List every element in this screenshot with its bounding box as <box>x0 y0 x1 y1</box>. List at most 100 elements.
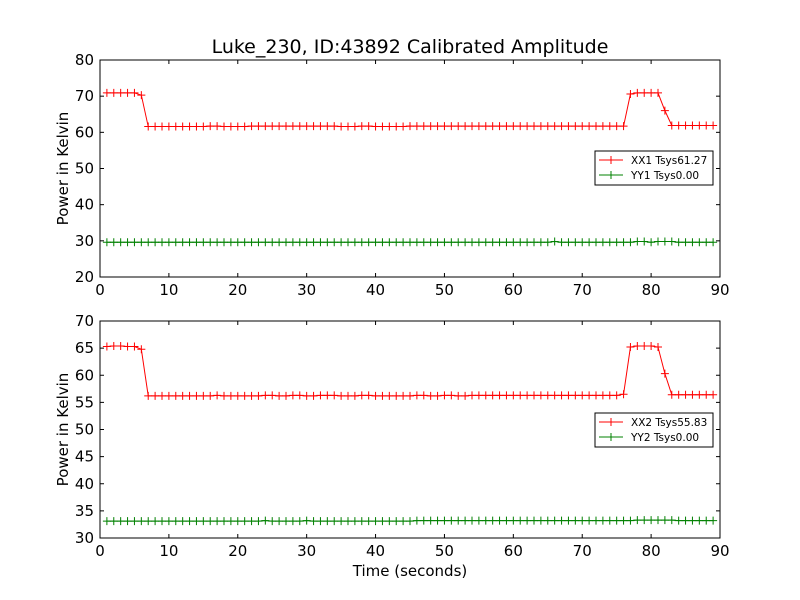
data-point <box>474 391 483 400</box>
data-point <box>695 390 704 399</box>
data-point <box>254 391 263 400</box>
data-point <box>233 517 242 526</box>
legend-swatch-marker <box>607 156 615 164</box>
data-point <box>626 238 635 247</box>
data-point <box>633 237 642 246</box>
data-point <box>488 391 497 400</box>
data-point <box>178 391 187 400</box>
data-point <box>247 391 256 400</box>
data-point <box>447 391 456 400</box>
data-point <box>481 391 490 400</box>
data-point <box>385 391 394 400</box>
data-point <box>660 516 669 525</box>
data-point <box>323 391 332 400</box>
data-point <box>426 391 435 400</box>
data-point <box>406 517 414 526</box>
data-point <box>123 517 132 526</box>
data-point <box>688 390 697 399</box>
data-point <box>454 122 463 131</box>
data-point <box>330 517 339 526</box>
data-point <box>385 238 394 247</box>
data-point <box>316 238 325 247</box>
data-point <box>564 238 573 247</box>
data-point <box>709 238 718 247</box>
data-point <box>640 88 649 97</box>
data-point <box>350 122 359 131</box>
data-point <box>447 122 456 131</box>
data-point <box>206 391 215 400</box>
y-axis-label: Power in Kelvin <box>54 373 72 487</box>
data-point <box>254 517 263 526</box>
data-point <box>226 238 235 247</box>
data-point <box>688 238 697 247</box>
data-point <box>530 391 538 400</box>
legend-swatch-marker <box>607 433 615 441</box>
data-point <box>516 238 525 247</box>
data-point <box>419 238 428 247</box>
data-point <box>447 238 456 247</box>
data-point <box>412 391 421 400</box>
data-point <box>578 238 587 247</box>
data-point <box>309 238 318 247</box>
data-point <box>681 238 690 247</box>
x-tick-label: 30 <box>297 542 316 560</box>
data-point <box>709 516 718 525</box>
data-point <box>144 391 153 400</box>
data-point <box>592 391 600 400</box>
data-point <box>647 516 656 525</box>
data-point <box>206 122 215 131</box>
data-point <box>268 238 277 247</box>
x-tick-label: 10 <box>159 281 178 299</box>
data-point <box>605 516 614 525</box>
data-point <box>350 238 359 247</box>
data-point <box>350 391 359 400</box>
data-point <box>399 517 408 526</box>
data-point <box>316 122 325 131</box>
data-point <box>275 122 284 131</box>
data-point <box>385 517 394 526</box>
series-1-2 <box>102 237 718 247</box>
data-point <box>268 122 277 131</box>
data-point <box>598 238 607 247</box>
data-point <box>130 517 139 526</box>
y-tick-label: 60 <box>75 366 94 384</box>
data-point <box>592 516 600 525</box>
data-point <box>309 122 318 131</box>
data-point <box>674 390 683 399</box>
data-point <box>399 122 408 131</box>
x-tick-label: 60 <box>504 281 523 299</box>
data-point <box>440 391 449 400</box>
data-point <box>123 342 132 351</box>
data-point <box>130 342 139 351</box>
data-point <box>275 238 284 247</box>
data-point <box>302 391 311 400</box>
data-point <box>282 122 290 131</box>
data-point <box>178 238 187 247</box>
data-point <box>330 391 339 400</box>
data-point <box>316 391 325 400</box>
data-point <box>481 238 490 247</box>
data-point <box>605 122 614 131</box>
data-point <box>695 516 704 525</box>
data-point <box>633 88 642 97</box>
data-point <box>626 89 635 98</box>
data-point <box>261 391 270 400</box>
data-point <box>550 237 559 246</box>
y-tick-label: 30 <box>75 232 94 250</box>
data-point <box>158 517 166 526</box>
data-point <box>598 391 607 400</box>
data-point <box>543 238 552 247</box>
y-tick-label: 35 <box>75 502 94 520</box>
data-point <box>516 391 525 400</box>
data-point <box>261 122 270 131</box>
data-point <box>523 391 532 400</box>
data-point <box>461 238 470 247</box>
data-point <box>364 391 373 400</box>
data-point <box>530 238 538 247</box>
data-point <box>275 517 284 526</box>
data-point <box>192 517 201 526</box>
data-point <box>240 122 249 131</box>
data-point <box>371 517 380 526</box>
data-point <box>523 122 532 131</box>
